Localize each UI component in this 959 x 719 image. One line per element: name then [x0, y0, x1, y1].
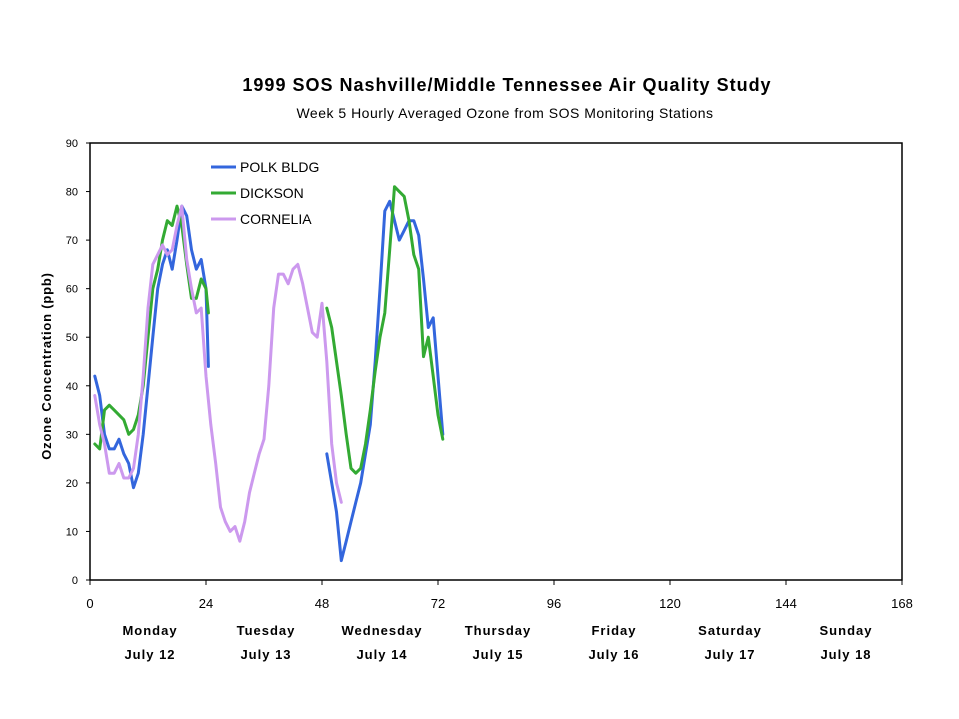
y-tick-label: 60 — [66, 284, 78, 296]
day-name-label: Monday — [122, 623, 177, 638]
x-tick-label: 0 — [86, 596, 93, 611]
series-line-dickson — [93, 204, 210, 451]
series-line-polk-bldg — [93, 204, 210, 490]
y-tick-label: 50 — [66, 332, 78, 344]
day-date-label: July 13 — [240, 647, 291, 662]
y-tick-label: 90 — [66, 138, 78, 150]
day-name-label: Sunday — [820, 623, 873, 638]
x-tick-label: 48 — [315, 596, 329, 611]
y-tick-label: 0 — [72, 575, 78, 587]
chart-subtitle: Week 5 Hourly Averaged Ozone from SOS Mo… — [296, 105, 714, 121]
day-date-label: July 12 — [124, 647, 175, 662]
plot-area-frame — [89, 142, 903, 581]
y-tick-label: 30 — [66, 429, 78, 441]
y-tick-label: 20 — [66, 478, 78, 490]
day-name-label: Tuesday — [237, 623, 296, 638]
day-date-label: July 16 — [588, 647, 639, 662]
y-axis-label: Ozone Concentration (ppb) — [39, 272, 54, 460]
x-tick-label: 96 — [547, 596, 561, 611]
y-tick-label: 10 — [66, 526, 78, 538]
day-date-label: July 18 — [820, 647, 871, 662]
y-tick-label: 40 — [66, 381, 78, 393]
x-tick-label: 168 — [891, 596, 913, 611]
day-name-label: Saturday — [698, 623, 762, 638]
legend-label-dickson: DICKSON — [240, 185, 304, 201]
x-tick-label: 72 — [431, 596, 445, 611]
day-date-label: July 15 — [472, 647, 523, 662]
legend-label-cornelia: CORNELIA — [240, 211, 312, 227]
chart-title: 1999 SOS Nashville/Middle Tennessee Air … — [242, 75, 772, 95]
y-tick-label: 70 — [66, 235, 78, 247]
x-tick-label: 120 — [659, 596, 681, 611]
x-tick-label: 24 — [199, 596, 213, 611]
y-tick-label: 80 — [66, 187, 78, 199]
day-date-label: July 14 — [356, 647, 407, 662]
day-name-label: Thursday — [465, 623, 532, 638]
day-name-label: Friday — [591, 623, 636, 638]
series-line-polk-bldg — [325, 199, 445, 563]
series-line-dickson — [325, 185, 445, 475]
x-tick-label: 144 — [775, 596, 797, 611]
series-line-cornelia — [93, 204, 343, 543]
day-date-label: July 17 — [704, 647, 755, 662]
day-name-label: Wednesday — [341, 623, 422, 638]
legend-label-polk-bldg: POLK BLDG — [240, 159, 319, 175]
